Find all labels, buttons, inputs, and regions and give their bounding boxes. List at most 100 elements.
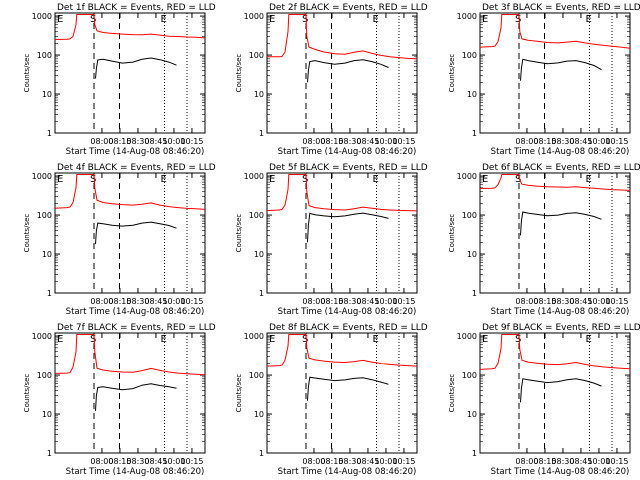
y-tick-label: 10 [254,410,264,419]
series-line-red-lld [54,334,206,376]
series-line-red-lld [266,334,418,367]
x-tick-label: 10:15 [180,137,203,146]
y-tick-label: 10 [42,250,52,259]
x-tick-label: 10:00 [587,457,610,466]
series-line-black-events [95,57,177,79]
x-tick-label: 08:45 [144,457,167,466]
x-tick-label: 08:15 [108,137,131,146]
marker-e-right: E [373,174,379,185]
x-tick-label: 08:00 [515,137,538,146]
x-axis-label: Start Time (14-Aug-08 08:46:20) [491,307,630,317]
x-tick-label: 10:15 [605,137,628,146]
x-tick-label: 08:00 [90,457,113,466]
y-axis-label: Counts/sec [235,214,243,253]
y-tick-label: 10 [467,410,477,419]
marker-e-right: E [586,334,592,345]
x-tick-label: 08:15 [108,457,131,466]
series-line-red-lld [479,334,631,370]
marker-s: S [90,174,96,185]
y-axis-label: Counts/sec [448,214,456,253]
y-tick-label: 1 [259,449,264,458]
series-line-red-lld [54,14,206,40]
x-tick-label: 08:00 [302,297,325,306]
marker-e-left: E [269,14,275,25]
x-tick-label: 10:00 [162,137,185,146]
x-tick-label: 08:30 [126,297,149,306]
series-line-black-events [95,221,177,245]
x-tick-label: 08:15 [320,297,343,306]
y-tick-label: 1000 [457,172,477,181]
x-tick-label: 08:30 [551,297,574,306]
marker-e-left: E [269,334,275,345]
x-tick-label: 08:15 [533,137,556,146]
x-tick-label: 10:00 [162,297,185,306]
x-axis-label: Start Time (14-Aug-08 08:46:20) [66,467,205,477]
y-tick-label: 10 [254,250,264,259]
series-line-black-events [520,211,602,236]
plot-frame [54,172,206,294]
series-line-black-events [95,383,177,411]
series-line-red-lld [267,14,418,60]
x-tick-label: 08:45 [356,297,379,306]
panel-title: Det 2f BLACK = Events, RED = LLD [269,3,428,13]
y-tick-label: 1000 [32,12,52,21]
x-tick-label: 10:15 [605,457,628,466]
marker-s: S [90,14,96,25]
marker-e-left: E [482,174,488,185]
plot-frame [479,172,631,294]
marker-e-right: E [161,334,167,345]
x-axis-label: Start Time (14-Aug-08 08:46:20) [278,467,417,477]
y-tick-label: 100 [462,51,477,60]
x-tick-label: 10:15 [180,457,203,466]
panel-det-1: Det 1f BLACK = Events, RED = LLD 1 10 100 10… [23,3,216,157]
marker-s: S [302,14,308,25]
x-tick-label: 08:30 [338,457,361,466]
x-tick-label: 10:00 [374,137,397,146]
y-axis-label: Counts/sec [23,214,31,253]
panel-det-7: Det 7f BLACK = Events, RED = LLD 1 10 100 10… [23,323,216,477]
x-tick-label: 08:30 [551,457,574,466]
x-tick-label: 08:45 [144,297,167,306]
plot-frame [266,172,418,294]
marker-s: S [302,334,308,345]
x-tick-label: 10:00 [374,457,397,466]
panel-title: Det 4f BLACK = Events, RED = LLD [57,163,216,173]
series-line-red-lld [266,174,418,212]
plot-frame [479,12,631,134]
y-tick-label: 1000 [32,332,52,341]
x-tick-label: 08:15 [320,137,343,146]
x-tick-label: 08:30 [126,137,149,146]
marker-e-right: E [373,334,379,345]
panel-det-3: Det 3f BLACK = Events, RED = LLD 1 10 100 10… [448,3,640,157]
y-tick-label: 100 [37,51,52,60]
y-tick-label: 10 [467,90,477,99]
plot-frame [266,12,418,134]
marker-e-right: E [586,14,592,25]
x-tick-label: 10:15 [392,137,415,146]
x-tick-label: 08:30 [126,457,149,466]
panel-det-6: Det 6f BLACK = Events, RED = LLD 1 10 100 10… [448,163,640,317]
y-axis-label: Counts/sec [23,54,31,93]
x-tick-label: 08:45 [569,457,592,466]
plot-frame [54,12,206,134]
marker-s: S [90,334,96,345]
y-tick-label: 1000 [32,172,52,181]
x-tick-label: 08:45 [569,297,592,306]
series-line-red-lld [54,174,206,210]
series-line-black-events [307,376,389,401]
marker-e-right: E [373,14,379,25]
y-tick-label: 10 [42,90,52,99]
x-axis-label: Start Time (14-Aug-08 08:46:20) [491,147,630,157]
panel-det-4: Det 4f BLACK = Events, RED = LLD 1 10 100 10… [23,163,216,317]
y-tick-label: 100 [37,371,52,380]
y-tick-label: 10 [467,250,477,259]
x-tick-label: 10:00 [587,297,610,306]
panel-title: Det 9f BLACK = Events, RED = LLD [482,323,640,333]
marker-e-left: E [57,334,63,345]
x-tick-label: 08:45 [356,457,379,466]
x-tick-label: 08:00 [515,297,538,306]
x-axis-label: Start Time (14-Aug-08 08:46:20) [491,467,630,477]
y-axis-label: Counts/sec [235,374,243,413]
